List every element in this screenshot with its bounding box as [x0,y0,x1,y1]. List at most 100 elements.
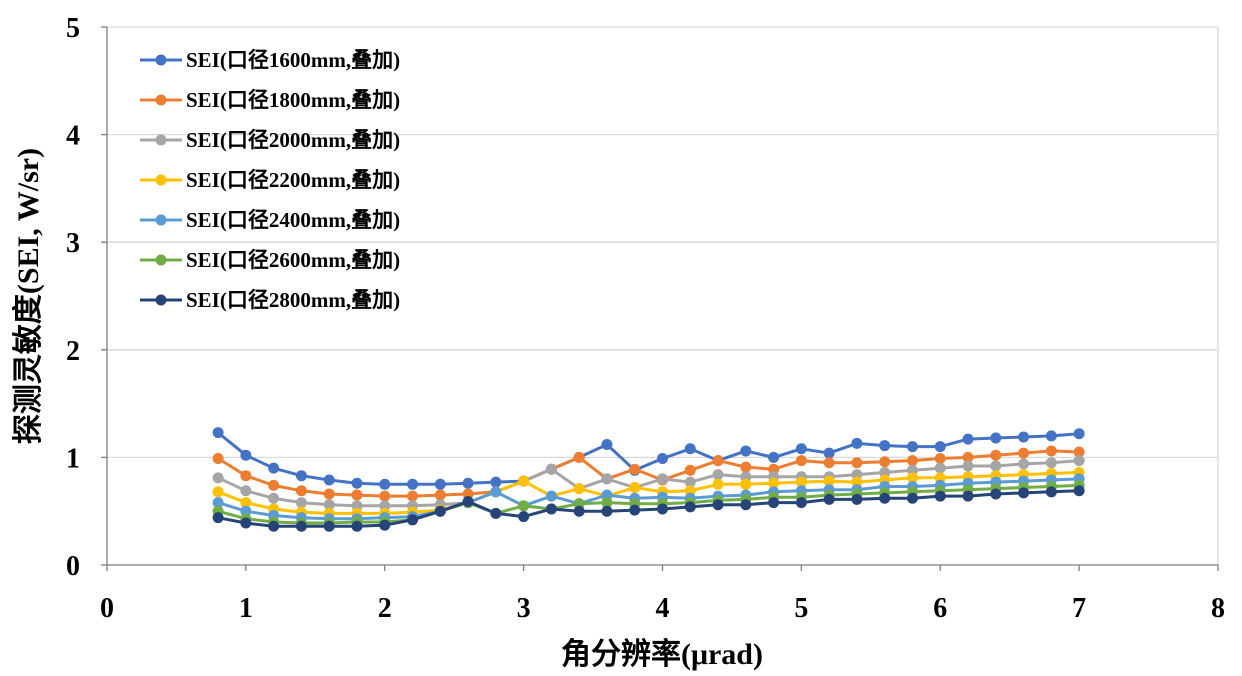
series-7-point [906,492,918,504]
series-5-point [212,497,224,509]
series-7-point [462,496,474,508]
series-5-point [601,489,613,501]
series-1-point [323,474,335,486]
series-2-point [1073,446,1085,458]
series-1-point [906,441,918,453]
series-7-point [490,507,502,519]
series-1-point [1045,430,1057,442]
series-3-point [740,471,752,483]
series-2-point [462,488,474,500]
y-axis-title: 探测灵敏度(SEI, W/sr) [12,148,45,444]
x-tick-label-1: 1 [239,593,253,624]
series-7-point [795,497,807,509]
series-4-point [768,477,780,489]
y-tick-label-3: 3 [66,228,80,259]
series-3-point [684,476,696,488]
legend-label: SEI(口径2800mm,叠加) [186,288,400,312]
series-4-point [712,478,724,490]
series-7-point [851,493,863,505]
series-2-point [712,455,724,467]
series-3-point [879,466,891,478]
legend-label: SEI(口径1600mm,叠加) [186,48,400,72]
legend-item-4: SEI(口径2200mm,叠加) [140,168,400,192]
series-4-point [518,475,530,487]
series-1-point [657,452,668,464]
series-3-point [379,500,391,512]
x-tick-label-3: 3 [517,593,531,624]
series-2-point [851,457,863,469]
legend-label: SEI(口径2000mm,叠加) [186,128,400,152]
series-1-point [823,447,835,459]
x-tick-label-8: 8 [1211,593,1225,624]
legend-swatch-marker [155,94,167,106]
series-4-point [684,485,696,497]
series-2-point [962,451,974,463]
x-tick-label-7: 7 [1072,593,1086,624]
series-2-point [323,488,335,500]
series-7-point [407,514,419,526]
series-2-point [295,485,307,497]
series-3-point [1073,455,1085,467]
y-tick-label-0: 0 [66,551,80,582]
axes [101,26,1219,571]
series-7-point [212,512,224,524]
series-7-point [545,503,557,515]
series-7-point [268,520,280,532]
series-7-point [323,520,335,532]
legend-label: SEI(口径1800mm,叠加) [186,88,400,112]
series-1-point [962,433,974,445]
series-2-point [240,470,252,482]
series-1-point [768,451,780,463]
series-2-point [212,452,224,464]
x-tick-label-4: 4 [656,593,670,624]
series-2-point [934,452,946,464]
series-4-point [906,472,918,484]
series-7 [212,485,1085,532]
series-3-point [1018,458,1030,470]
series-3-point [851,469,863,481]
legend-label: SEI(口径2200mm,叠加) [186,168,400,192]
series-7-point [518,511,530,523]
series-2-point [1045,445,1057,457]
series-2-point [684,464,696,476]
series-1-point [379,478,391,490]
series-7-point [601,505,613,517]
series-2-point [434,489,446,501]
series-5-point [545,490,557,502]
series-1-point [212,427,224,439]
series-7-point [351,520,363,532]
series-3-point [323,499,335,511]
series-2-point [407,490,419,502]
series-3-point [934,462,946,474]
series-3-point [295,497,307,509]
series-1-point [795,443,807,455]
series-4-point [740,478,752,490]
series-7-point [573,505,585,517]
legend-item-2: SEI(口径1800mm,叠加) [140,88,400,112]
x-axis-title: 角分辨率(μrad) [561,638,763,671]
gridlines [107,26,1219,565]
series-1-point [1018,431,1030,443]
x-tick-label-5: 5 [794,593,808,624]
series-2-point [768,463,780,475]
series-5-point [490,486,502,498]
series-4-point [573,483,585,495]
series-1-point [462,477,474,489]
series-1-point [601,438,613,450]
legend: SEI(口径1600mm,叠加) SEI(口径1800mm,叠加) SEI(口径20… [140,48,400,312]
series-1-point [407,478,419,490]
y-tick-label-4: 4 [66,121,80,152]
series-4-point [851,476,863,488]
series-2-point [879,456,891,468]
series-7-point [1045,486,1057,498]
series-1-point [684,443,696,455]
series-7-point [629,504,641,516]
legend-swatch-marker [155,294,167,306]
series-7-point [657,503,668,515]
series-7-point [434,505,446,517]
legend-label: SEI(口径2600mm,叠加) [186,248,400,272]
series-2-point [823,457,835,469]
series-1-point [490,476,502,488]
series-3-point [268,492,280,504]
legend-item-3: SEI(口径2000mm,叠加) [140,128,400,152]
